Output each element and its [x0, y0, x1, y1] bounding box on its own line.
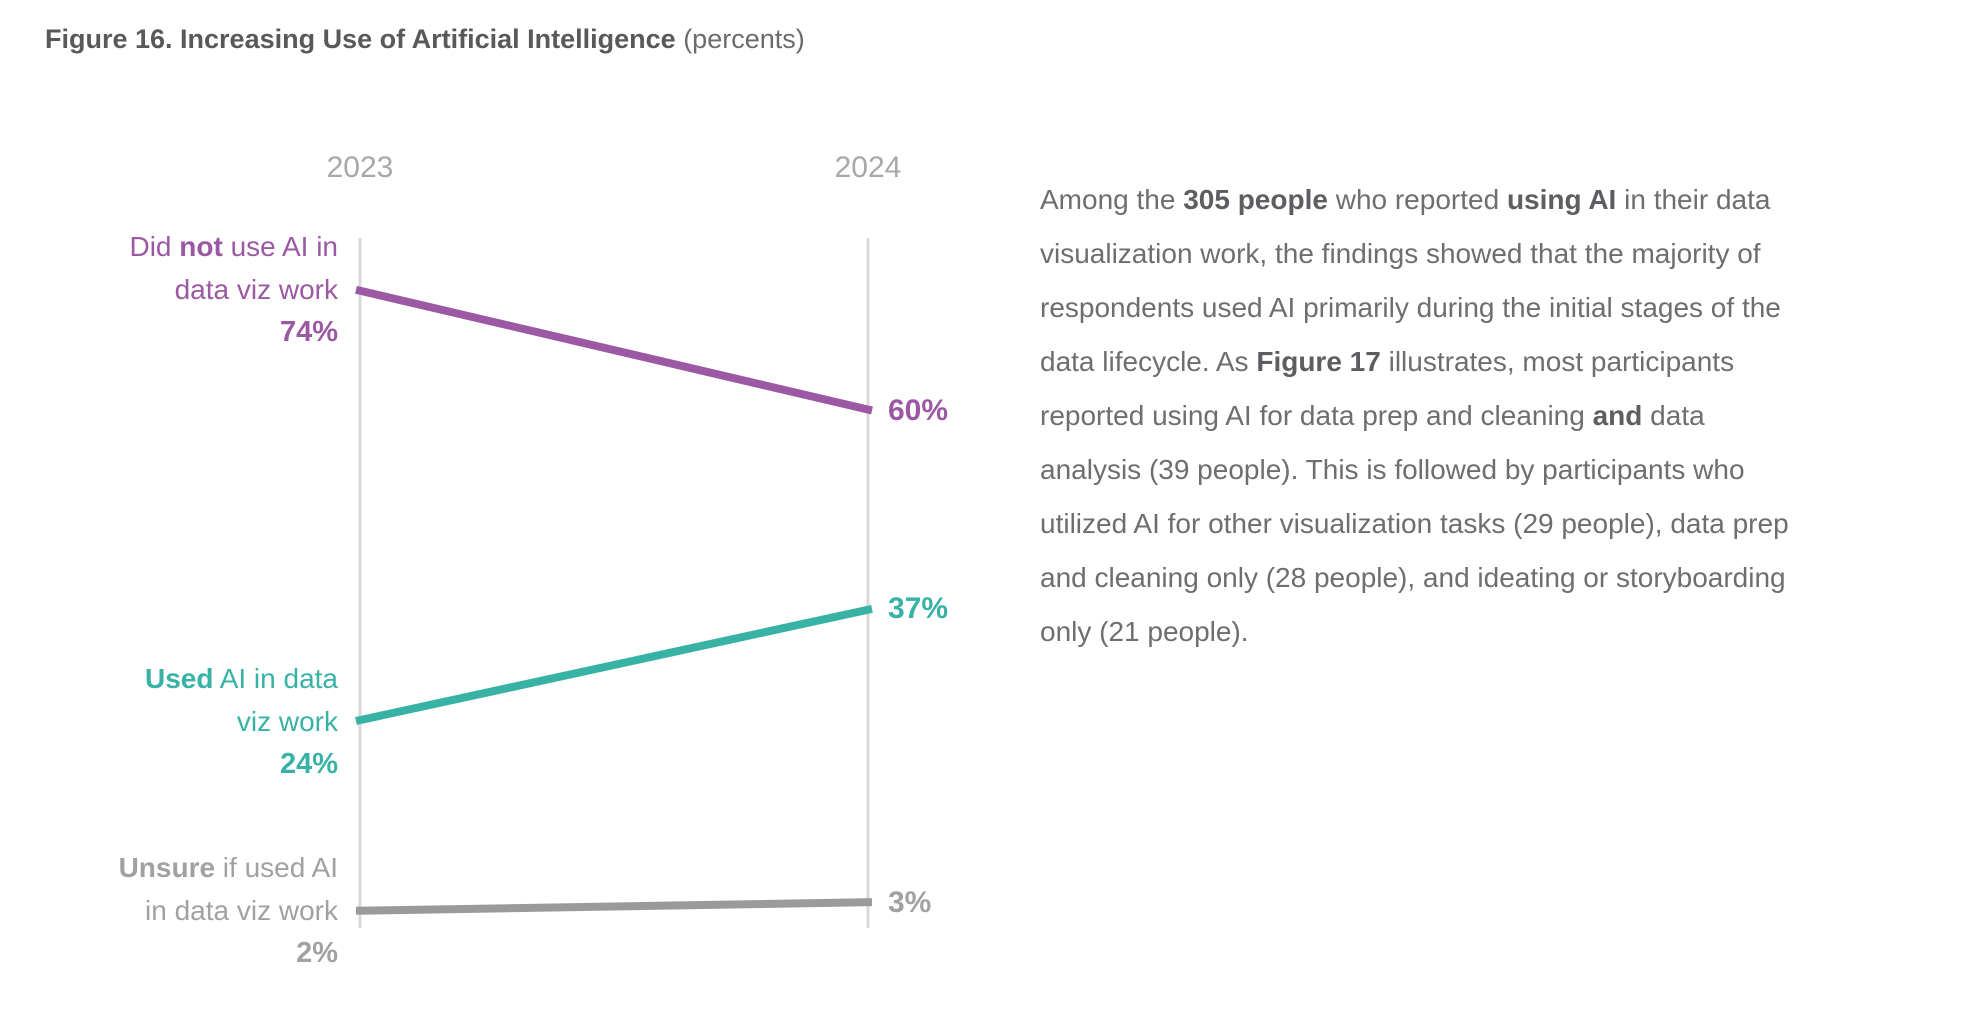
- series-end-value-used-ai: 37%: [888, 592, 949, 626]
- series-label-line: in data viz work: [145, 895, 338, 927]
- series-label-unsure: Unsure if used AI in data viz work 2%: [30, 846, 338, 975]
- series-label-line: Did not use AI in: [129, 231, 338, 263]
- series-label-did-not-use-ai: Did not use AI in data viz work 74%: [30, 225, 338, 354]
- series-start-value: 24%: [279, 747, 338, 780]
- series-start-value: 2%: [296, 937, 338, 970]
- figure-title-suffix: (percents): [675, 24, 805, 54]
- figure-title-main: Figure 16. Increasing Use of Artificial …: [45, 24, 676, 54]
- series-end-value-unsure: 3%: [888, 885, 932, 919]
- series-label-line: Unsure if used AI: [118, 852, 338, 884]
- series-label-line: Used AI in data: [144, 662, 338, 694]
- year-label-2023: 2023: [326, 151, 394, 184]
- series-label-line: data viz work: [174, 274, 338, 306]
- series-label-used-ai: Used AI in data viz work 24%: [30, 657, 338, 786]
- series-start-value: 74%: [279, 316, 338, 349]
- series-end-value-did-not-use-ai: 60%: [888, 394, 949, 427]
- body-paragraph: Among the 305 people who reported using …: [1040, 184, 1789, 647]
- series-label-line: viz work: [236, 705, 338, 737]
- figure-title: Figure 16. Increasing Use of Artificial …: [45, 22, 805, 56]
- year-label-2024: 2024: [834, 151, 902, 184]
